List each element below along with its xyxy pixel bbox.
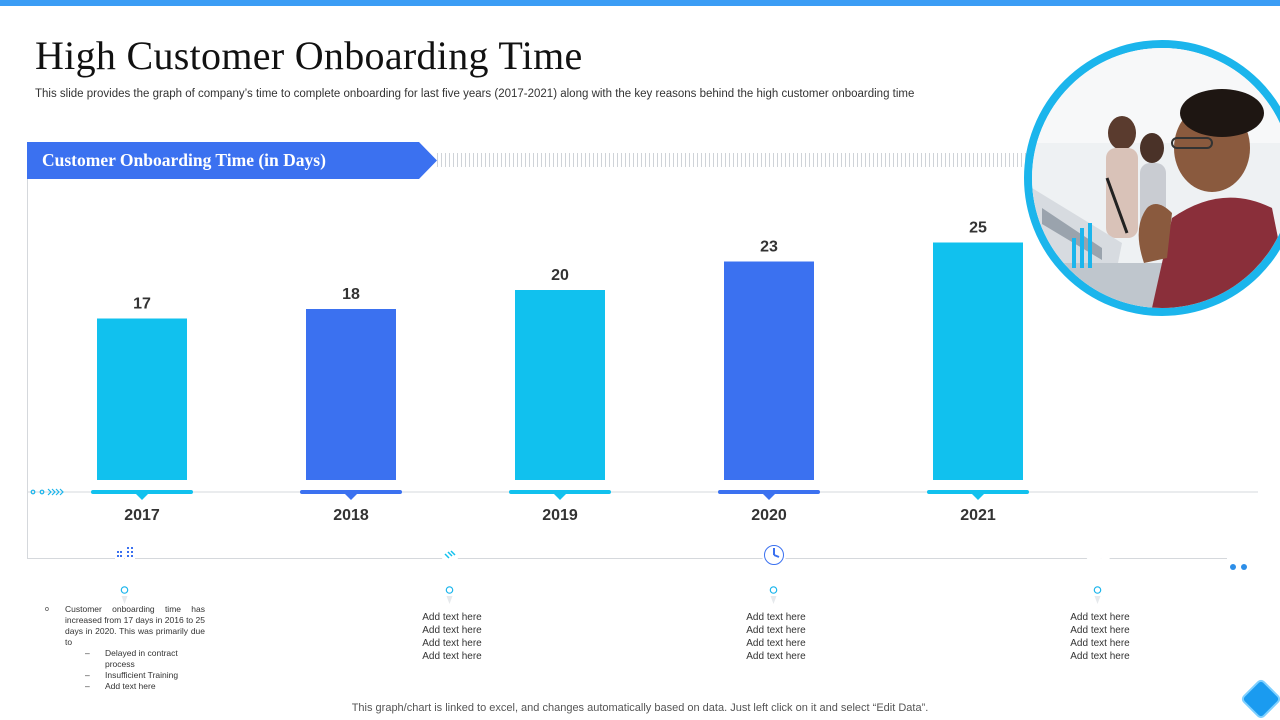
reason-item: Delayed in contract process <box>85 648 205 670</box>
person-photo <box>1024 40 1280 316</box>
bullet-marker: o <box>45 606 49 613</box>
timeline-pointer <box>554 494 566 500</box>
text-line: Add text here <box>1070 651 1130 662</box>
text-line: Add text here <box>422 625 482 636</box>
timeline-segment <box>300 490 402 494</box>
text-line: Add text here <box>1070 625 1130 636</box>
data-label: 25 <box>969 220 987 237</box>
timeline-stem-2 <box>445 586 454 604</box>
text-line: Add text here <box>746 638 806 649</box>
chart-title: Customer Onboarding Time (in Days) <box>42 150 326 170</box>
timeline-segment <box>509 490 611 494</box>
text-line: Add text here <box>746 651 806 662</box>
footer-note: This graph/chart is linked to excel, and… <box>351 702 929 714</box>
building-icon-box <box>102 532 147 577</box>
timeline-pointer <box>136 494 148 500</box>
data-label: 17 <box>133 296 151 313</box>
timeline-pointer <box>763 494 775 500</box>
reason-item: Insufficient Training <box>85 670 205 681</box>
clock-icon <box>761 542 786 567</box>
clock-icon-box <box>751 532 796 577</box>
top-accent-bar <box>0 0 1280 6</box>
text-line: Add text here <box>422 651 482 662</box>
timeline-pointer <box>972 494 984 500</box>
text-block-3[interactable]: Add text here Add text here Add text her… <box>716 611 836 663</box>
bar-2021[interactable] <box>933 242 1023 481</box>
bar-2018[interactable] <box>306 309 396 480</box>
text-line: Add text here <box>746 612 806 623</box>
chart-frame-left <box>27 179 28 559</box>
users-icon <box>1085 545 1110 563</box>
reason-item: Add text here <box>85 681 205 692</box>
reason-list: Delayed in contract process Insufficient… <box>85 648 205 692</box>
bar-2019[interactable] <box>515 290 605 480</box>
category-label: 2017 <box>124 507 160 524</box>
data-label: 18 <box>342 286 360 303</box>
text-line: Add text here <box>1070 638 1130 649</box>
chart-title-banner <box>27 142 437 179</box>
text-line: Add text here <box>422 638 482 649</box>
bar-2020[interactable] <box>724 261 814 481</box>
text-block-2[interactable]: Add text here Add text here Add text her… <box>392 611 512 663</box>
onboarding-description: o Customer onboarding time has increased… <box>45 604 205 692</box>
axis-chevrons <box>30 488 64 496</box>
timeline-segment <box>927 490 1029 494</box>
bar-2017[interactable] <box>97 318 187 481</box>
dot <box>1230 564 1236 570</box>
timeline-stem-1 <box>120 586 129 604</box>
text-line: Add text here <box>422 612 482 623</box>
text-block-4[interactable]: Add text here Add text here Add text her… <box>1040 611 1160 663</box>
category-label: 2018 <box>333 507 369 524</box>
category-label: 2019 <box>542 507 578 524</box>
chart-frame-bottom <box>27 558 1227 559</box>
hatch-decoration <box>437 153 1037 167</box>
timeline-stem-3 <box>769 586 778 604</box>
category-label: 2020 <box>751 507 787 524</box>
timeline-segment <box>91 490 193 494</box>
page-title: High Customer Onboarding Time <box>35 33 583 78</box>
text-line: Add text here <box>746 625 806 636</box>
timeline-pointer <box>345 494 357 500</box>
pagination-dots <box>1230 557 1252 575</box>
page-subtitle: This slide provides the graph of company… <box>35 88 915 100</box>
data-label: 23 <box>760 239 778 256</box>
text-line: Add text here <box>1070 612 1130 623</box>
data-label: 20 <box>551 267 569 284</box>
timeline-segment <box>718 490 820 494</box>
building-icon <box>114 543 135 566</box>
users-icon-box <box>1075 532 1120 577</box>
category-label: 2021 <box>960 507 996 524</box>
handshake-icon <box>437 546 462 564</box>
dot <box>1241 564 1247 570</box>
description-main: Customer onboarding time has increased f… <box>65 604 205 647</box>
timeline-stem-4 <box>1093 586 1102 604</box>
handshake-icon-box <box>427 532 472 577</box>
